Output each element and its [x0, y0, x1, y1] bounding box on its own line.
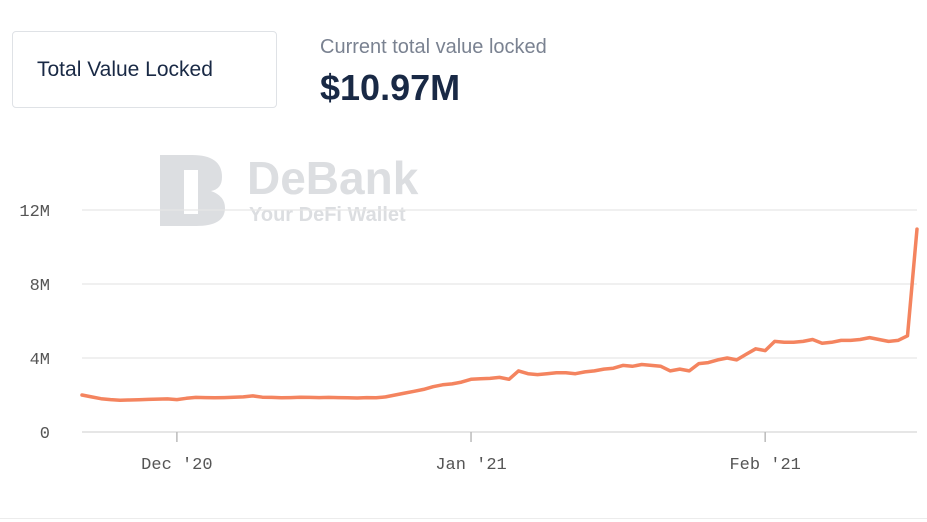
tvl-series-line	[80, 227, 919, 402]
x-tick-label: Feb '21	[729, 456, 800, 475]
y-axis: 0 4M 8M 12M	[19, 203, 50, 444]
tvl-subtitle: Current total value locked	[320, 36, 547, 58]
x-axis: Dec '20 Jan '21 Feb '21	[82, 431, 917, 475]
debank-logo-icon	[160, 155, 225, 226]
series-layer	[80, 227, 919, 402]
y-tick-label: 4M	[30, 351, 50, 370]
watermark-brand: DeBank	[247, 152, 419, 204]
y-tick-label: 12M	[19, 203, 50, 222]
y-gridlines	[82, 209, 917, 359]
watermark-tagline: Your DeFi Wallet	[249, 204, 406, 226]
x-tick-label: Jan '21	[435, 456, 506, 475]
divider	[0, 518, 927, 519]
tab-total-value-locked[interactable]: Total Value Locked	[12, 31, 277, 108]
tab-label: Total Value Locked	[37, 57, 213, 81]
y-tick-label: 0	[40, 425, 50, 444]
tvl-value: $10.97M	[320, 67, 461, 108]
y-tick-label: 8M	[30, 277, 50, 296]
debank-watermark: DeBank Your DeFi Wallet	[160, 152, 419, 226]
x-tick-label: Dec '20	[141, 456, 212, 475]
tvl-header: Current total value locked $10.97M	[320, 34, 547, 110]
